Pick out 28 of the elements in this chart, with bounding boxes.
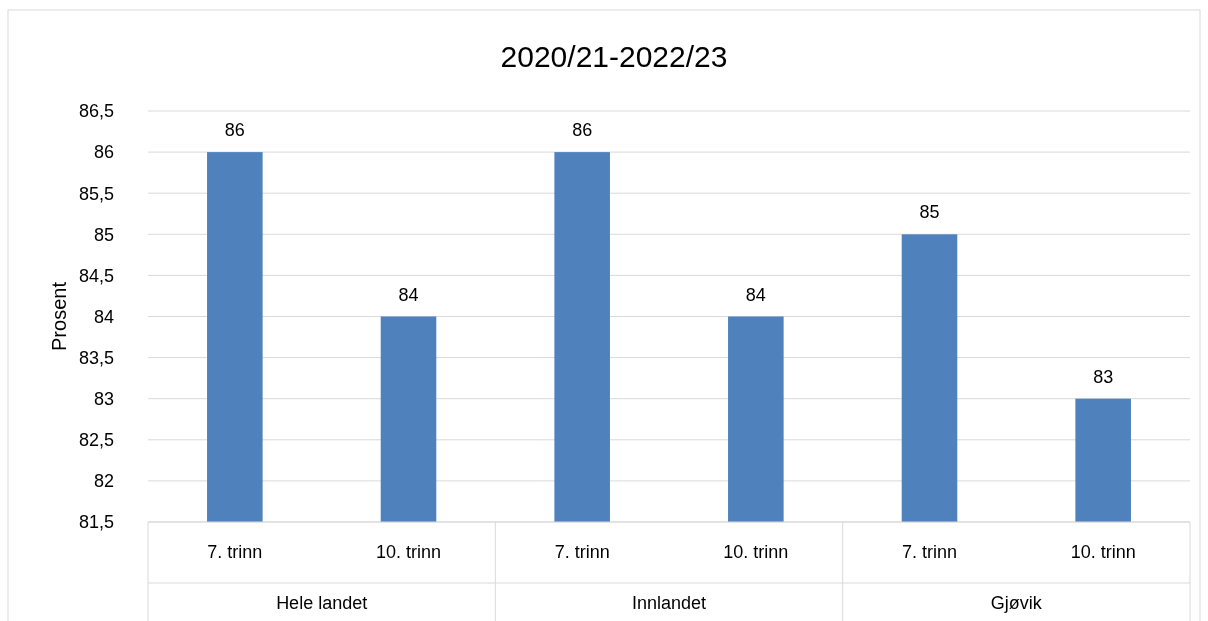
y-tick-label: 83,5	[78, 347, 114, 368]
data-label: 83	[1093, 366, 1114, 387]
x-tick-label: 7. trinn	[901, 542, 958, 562]
text: Hele landet	[276, 593, 368, 613]
y-tick-label: 81,5	[78, 512, 114, 533]
y-tick-label: 82,5	[78, 430, 114, 451]
data-label: 86	[224, 120, 245, 141]
x-tick-label: 10. trinn	[723, 542, 789, 562]
x-tick-label: 7. trinn	[554, 542, 610, 562]
data-label: 84	[745, 284, 766, 305]
y-axis-title: Prosent	[48, 281, 70, 351]
y-tick-label: 84	[93, 306, 114, 327]
y-tick-label: 83	[93, 389, 114, 409]
text: Gjøvik	[990, 593, 1043, 613]
data-label: 84	[398, 284, 419, 305]
y-tick-label: 82	[93, 471, 114, 492]
y-tick-label: 85,5	[78, 183, 114, 204]
y-tick-label: 84,5	[78, 265, 114, 286]
x-tick-label: 7. trinn	[207, 542, 263, 562]
text: Innlandet	[631, 593, 707, 613]
x-tick-label: 10. trinn	[1070, 542, 1136, 562]
data-label: 86	[572, 120, 593, 141]
y-tick-label: 86	[93, 142, 114, 163]
x-tick-label: 10. trinn	[375, 542, 442, 562]
data-label: 85	[919, 202, 940, 223]
y-tick-label: 85	[93, 224, 114, 245]
chart-title: 2020/21-2022/23	[500, 40, 728, 73]
y-tick-label: 86,5	[78, 101, 114, 122]
